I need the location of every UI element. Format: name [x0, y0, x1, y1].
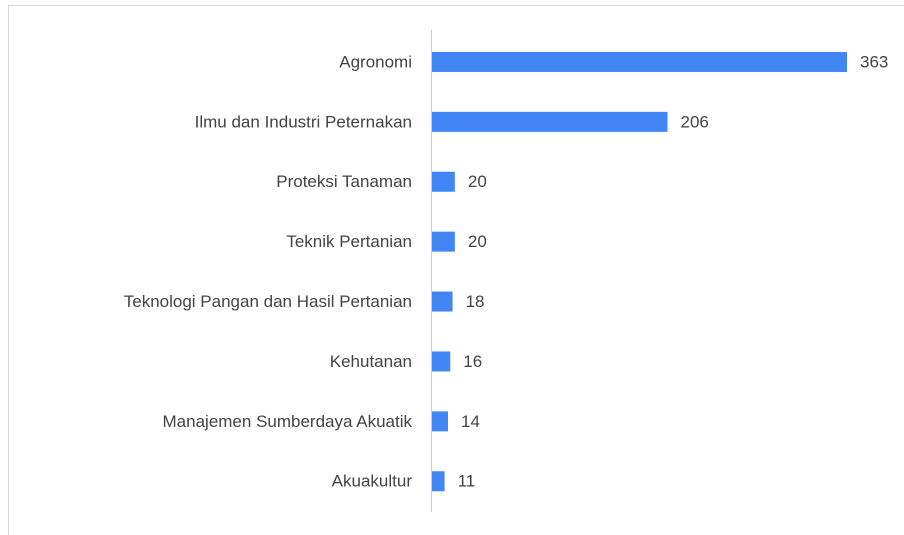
category-label: Akuakultur: [332, 472, 413, 491]
category-label: Teknik Pertanian: [286, 232, 412, 251]
value-label: 14: [461, 412, 480, 431]
category-label: Kehutanan: [330, 352, 412, 371]
bar: [432, 51, 847, 72]
bar: [432, 111, 668, 132]
bar: [432, 471, 445, 492]
value-label: 11: [458, 472, 476, 491]
value-label: 20: [468, 232, 487, 251]
value-label: 363: [860, 52, 888, 71]
category-label: Proteksi Tanaman: [276, 172, 412, 191]
value-label: 20: [468, 172, 487, 191]
bar: [432, 291, 453, 312]
category-label: Manajemen Sumberdaya Akuatik: [163, 412, 413, 431]
bar: [432, 351, 451, 372]
frame: [8, 5, 904, 535]
category-label: Agronomi: [339, 52, 412, 71]
bar: [432, 411, 449, 432]
value-label: 16: [463, 352, 482, 371]
value-label: 18: [466, 292, 485, 311]
category-label: Teknologi Pangan dan Hasil Pertanian: [124, 292, 412, 311]
value-label: 206: [681, 112, 709, 131]
bar: [432, 171, 455, 192]
bar: [432, 231, 455, 252]
category-label: Ilmu dan Industri Peternakan: [195, 112, 412, 131]
